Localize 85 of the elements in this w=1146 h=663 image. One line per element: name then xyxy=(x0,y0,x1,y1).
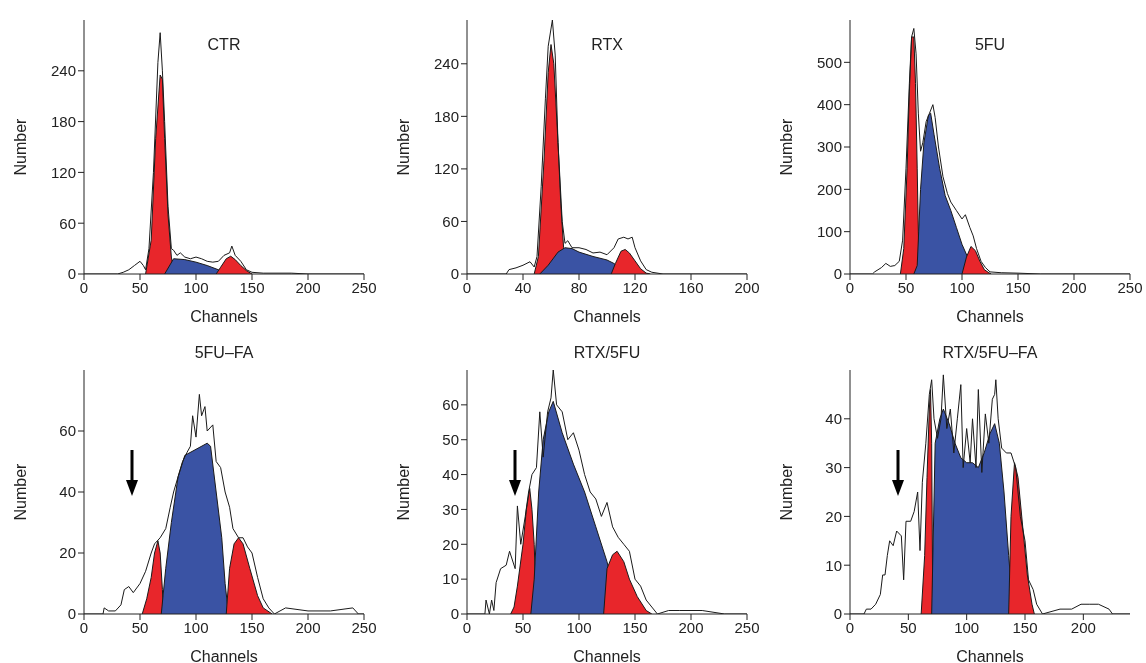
y-tick-label: 0 xyxy=(67,265,76,283)
x-tick-label: 150 xyxy=(239,278,265,296)
text: RTX xyxy=(590,36,624,54)
y-tick-label: 20 xyxy=(825,507,842,525)
x-tick-label: 250 xyxy=(351,618,377,636)
x-tick-label: 50 xyxy=(131,278,149,296)
y-tick-label: 300 xyxy=(816,138,842,156)
x-tick-label: 250 xyxy=(351,278,377,296)
x-axis-title: Channels xyxy=(573,308,641,325)
y-tick-label: 60 xyxy=(59,422,76,440)
y-tick-label: 500 xyxy=(816,53,842,71)
x-axis-title: Channels xyxy=(190,308,258,325)
y-tick-label: 120 xyxy=(433,160,459,178)
y-tick-label: 240 xyxy=(433,55,459,73)
y-axis-title: Number xyxy=(777,462,795,521)
y-tick-label: 0 xyxy=(450,265,459,283)
x-tick-label: 200 xyxy=(295,618,321,636)
x-tick-label: 0 xyxy=(79,278,89,296)
y-tick-label: 10 xyxy=(825,556,842,574)
x-tick-label: 100 xyxy=(566,618,592,636)
y-tick-label: 240 xyxy=(50,62,76,80)
x-tick-label: 100 xyxy=(949,278,975,296)
x-tick-label: 0 xyxy=(462,618,472,636)
y-tick-label: 200 xyxy=(816,180,842,198)
y-tick-label: 40 xyxy=(59,483,76,501)
x-axis-title: Channels xyxy=(573,648,641,663)
x-axis-title: Channels xyxy=(956,648,1024,663)
chart-title: 5FU–FA xyxy=(193,344,255,362)
y-tick-label: 40 xyxy=(825,410,842,428)
x-tick-label: 80 xyxy=(570,278,588,296)
x-tick-label: 200 xyxy=(734,278,760,296)
y-axis-title: Number xyxy=(777,117,795,176)
x-tick-label: 50 xyxy=(897,278,915,296)
y-tick-label: 50 xyxy=(442,431,459,449)
x-tick-label: 150 xyxy=(622,618,648,636)
chart-title: RTX/5FU–FA xyxy=(941,344,1039,362)
y-tick-label: 400 xyxy=(816,95,842,113)
x-tick-label: 0 xyxy=(79,618,89,636)
x-tick-label: 250 xyxy=(1117,278,1143,296)
y-tick-label: 180 xyxy=(50,112,76,130)
y-axis-title: Number xyxy=(394,462,412,521)
x-axis-title: Channels xyxy=(956,308,1024,325)
x-tick-label: 120 xyxy=(622,278,648,296)
x-tick-label: 100 xyxy=(954,618,980,636)
x-tick-label: 150 xyxy=(239,618,265,636)
x-tick-label: 160 xyxy=(678,278,704,296)
y-axis-title: Number xyxy=(11,117,29,176)
y-tick-label: 30 xyxy=(825,458,842,476)
y-tick-label: 20 xyxy=(442,535,459,553)
x-tick-label: 200 xyxy=(295,278,321,296)
x-tick-label: 200 xyxy=(1061,278,1087,296)
y-tick-label: 60 xyxy=(442,396,459,414)
x-tick-label: 40 xyxy=(514,278,532,296)
y-tick-label: 60 xyxy=(59,214,76,232)
text: 5FU xyxy=(973,36,1007,54)
x-axis-title: Channels xyxy=(190,648,258,663)
y-tick-label: 180 xyxy=(433,107,459,125)
text: CTR xyxy=(206,36,242,54)
x-tick-label: 200 xyxy=(1070,618,1096,636)
y-tick-label: 0 xyxy=(833,265,842,283)
x-tick-label: 250 xyxy=(734,618,760,636)
y-tick-label: 20 xyxy=(59,544,76,562)
x-tick-label: 100 xyxy=(183,618,209,636)
x-tick-label: 150 xyxy=(1012,618,1038,636)
x-tick-label: 200 xyxy=(678,618,704,636)
x-tick-label: 0 xyxy=(845,278,855,296)
chart-title: RTX/5FU xyxy=(572,344,642,362)
y-tick-label: 0 xyxy=(833,605,842,623)
y-tick-label: 40 xyxy=(442,465,459,483)
y-tick-label: 0 xyxy=(450,605,459,623)
x-tick-label: 0 xyxy=(462,278,472,296)
y-tick-label: 30 xyxy=(442,500,459,518)
y-axis-title: Number xyxy=(394,117,412,176)
y-axis-title: Number xyxy=(11,462,29,521)
y-tick-label: 60 xyxy=(442,212,459,230)
x-tick-label: 150 xyxy=(1005,278,1031,296)
x-tick-label: 50 xyxy=(131,618,149,636)
y-tick-label: 100 xyxy=(816,222,842,240)
x-tick-label: 50 xyxy=(514,618,532,636)
x-tick-label: 50 xyxy=(899,618,917,636)
y-tick-label: 10 xyxy=(442,570,459,588)
y-tick-label: 120 xyxy=(50,163,76,181)
x-tick-label: 0 xyxy=(845,618,855,636)
x-tick-label: 100 xyxy=(183,278,209,296)
y-tick-label: 0 xyxy=(67,605,76,623)
